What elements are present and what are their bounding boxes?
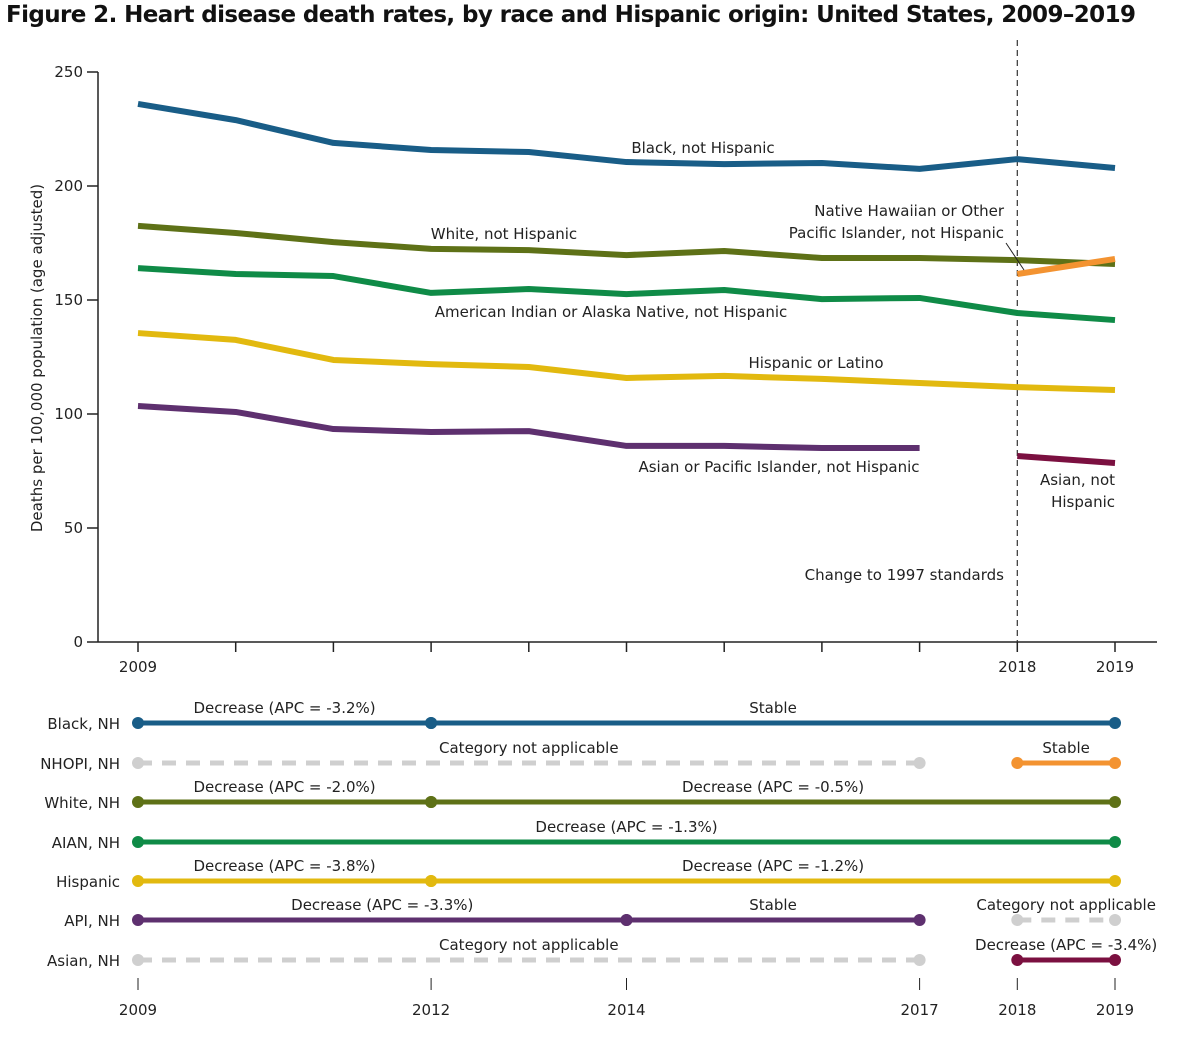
segment-label: Decrease (APC = -0.5%) bbox=[682, 778, 864, 796]
segment-joinpoint bbox=[913, 757, 926, 769]
series-line-1 bbox=[137, 222, 1116, 267]
x-tick-label: 2017 bbox=[901, 1001, 939, 1019]
segment-joinpoint bbox=[913, 914, 926, 926]
x-tick-label: 2009 bbox=[119, 1001, 157, 1019]
leader-line bbox=[1005, 242, 1025, 271]
series-label: Hispanic bbox=[1051, 493, 1115, 511]
segment-joinpoint bbox=[132, 717, 144, 729]
segment-joinpoint bbox=[425, 717, 438, 729]
row-label: White, NH bbox=[44, 794, 120, 812]
y-tick-label: 100 bbox=[54, 405, 83, 423]
series-label: Hispanic or Latino bbox=[748, 354, 883, 372]
segment-joinpoint bbox=[425, 875, 438, 887]
x-tick-label: 2019 bbox=[1096, 658, 1134, 676]
x-tick-label: 2018 bbox=[998, 658, 1036, 676]
segment-joinpoint bbox=[913, 954, 926, 966]
row-label: AIAN, NH bbox=[52, 834, 120, 852]
series-line-0 bbox=[137, 100, 1116, 172]
segment-joinpoint bbox=[1109, 796, 1121, 808]
y-tick-label: 50 bbox=[64, 519, 83, 537]
series-line-2 bbox=[137, 265, 1116, 324]
segment-label: Decrease (APC = -3.2%) bbox=[193, 699, 375, 717]
series-line-5 bbox=[1016, 255, 1116, 277]
segment-label: Decrease (APC = -2.0%) bbox=[193, 778, 375, 796]
x-tick-label: 2009 bbox=[119, 658, 157, 676]
segment-label: Decrease (APC = -3.4%) bbox=[975, 936, 1157, 954]
segment-label: Decrease (APC = -3.3%) bbox=[291, 896, 473, 914]
series-label: Black, not Hispanic bbox=[631, 139, 774, 157]
segment-joinpoint bbox=[1109, 954, 1121, 966]
y-tick-label: 0 bbox=[73, 633, 83, 651]
series-line-3 bbox=[137, 330, 1116, 394]
series-label: Pacific Islander, not Hispanic bbox=[789, 224, 1004, 242]
segment-joinpoint bbox=[1109, 717, 1121, 729]
segment-label: Category not applicable bbox=[976, 896, 1156, 914]
segment-joinpoint bbox=[620, 914, 633, 926]
x-tick-label: 2018 bbox=[998, 1001, 1036, 1019]
segment-joinpoint bbox=[1109, 757, 1121, 769]
x-tick-label: 2012 bbox=[412, 1001, 450, 1019]
segment-label: Decrease (APC = -1.2%) bbox=[682, 857, 864, 875]
series-label: American Indian or Alaska Native, not Hi… bbox=[435, 303, 788, 321]
x-tick-label: 2019 bbox=[1096, 1001, 1134, 1019]
series-label: White, not Hispanic bbox=[431, 225, 577, 243]
segment-label: Decrease (APC = -3.8%) bbox=[193, 857, 375, 875]
row-label: Black, NH bbox=[47, 715, 120, 733]
segment-joinpoint bbox=[132, 875, 144, 887]
segment-label: Stable bbox=[1042, 739, 1090, 757]
segment-label: Category not applicable bbox=[439, 936, 619, 954]
segment-joinpoint bbox=[132, 954, 144, 966]
row-label: Asian, NH bbox=[47, 952, 120, 970]
annotation-label: Change to 1997 standards bbox=[805, 566, 1004, 584]
segment-label: Stable bbox=[749, 896, 797, 914]
segment-joinpoint bbox=[132, 757, 144, 769]
series-line-6 bbox=[1017, 452, 1116, 467]
segment-joinpoint bbox=[132, 796, 144, 808]
row-label: NHOPI, NH bbox=[40, 755, 120, 773]
segment-joinpoint bbox=[425, 796, 438, 808]
x-tick-label: 2014 bbox=[607, 1001, 645, 1019]
y-tick-label: 250 bbox=[54, 63, 83, 81]
series-line-4 bbox=[137, 403, 920, 451]
segment-label: Decrease (APC = -1.3%) bbox=[535, 818, 717, 836]
segment-joinpoint bbox=[1011, 914, 1024, 926]
segment-joinpoint bbox=[1109, 914, 1121, 926]
row-label: API, NH bbox=[64, 912, 120, 930]
segment-joinpoint bbox=[1011, 757, 1024, 769]
segment-label: Stable bbox=[749, 699, 797, 717]
series-label: Asian or Pacific Islander, not Hispanic bbox=[638, 458, 919, 476]
segment-joinpoint bbox=[1109, 836, 1121, 848]
series-label: Asian, not bbox=[1040, 471, 1115, 489]
y-axis-label: Deaths per 100,000 population (age adjus… bbox=[28, 184, 46, 532]
chart-title: Figure 2. Heart disease death rates, by … bbox=[6, 2, 1136, 28]
segment-joinpoint bbox=[132, 914, 144, 926]
segment-joinpoint bbox=[1109, 875, 1121, 887]
segment-joinpoint bbox=[1011, 954, 1024, 966]
series-label: Native Hawaiian or Other bbox=[814, 202, 1005, 220]
segment-label: Category not applicable bbox=[439, 739, 619, 757]
y-tick-label: 200 bbox=[54, 177, 83, 195]
row-label: Hispanic bbox=[56, 873, 120, 891]
y-tick-label: 150 bbox=[54, 291, 83, 309]
segment-joinpoint bbox=[132, 836, 144, 848]
